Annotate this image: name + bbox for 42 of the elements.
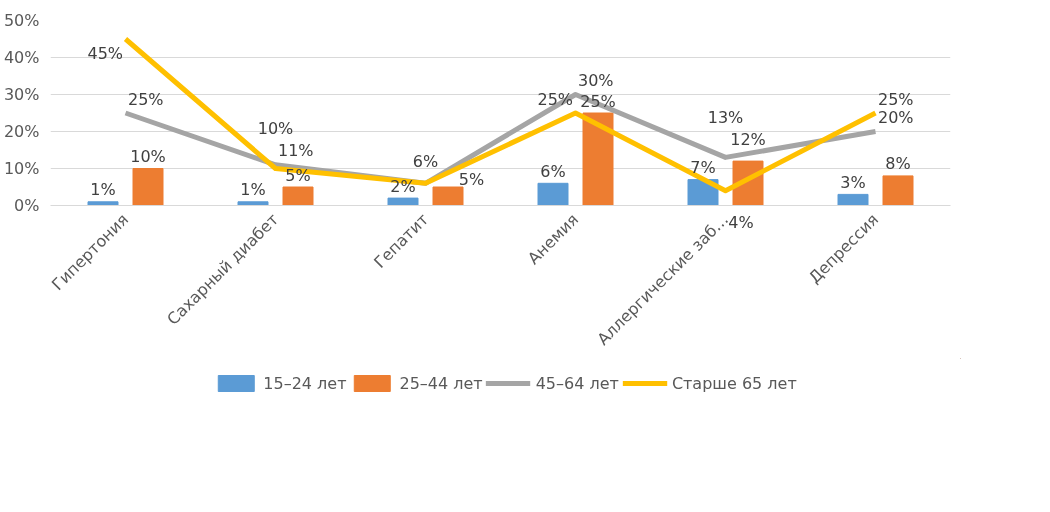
data-label: 13%: [707, 107, 744, 127]
data-label: 20%: [877, 108, 914, 127]
bar: [132, 168, 164, 206]
data-label: 6%: [412, 151, 439, 171]
data-label: 6%: [540, 161, 566, 181]
data-label: 7%: [690, 158, 716, 178]
data-label: 12%: [730, 129, 766, 149]
bar: [432, 186, 464, 206]
legend-label: Старше 65 лет: [671, 373, 797, 393]
data-label: 25%: [537, 89, 574, 109]
bar: [387, 197, 419, 206]
data-label: 25%: [877, 89, 914, 109]
bar: [87, 201, 119, 206]
data-label: 25%: [127, 89, 164, 109]
bar: [282, 186, 314, 206]
y-tick-label: 20%: [3, 122, 40, 141]
legend-label: 45–64 лет: [535, 373, 619, 393]
data-label: 10%: [130, 147, 166, 166]
bar: [537, 182, 569, 206]
y-tick-label: 30%: [3, 85, 40, 104]
data-label: 5%: [458, 169, 485, 189]
bar: [582, 112, 614, 206]
bar: [687, 179, 719, 206]
data-label: 45%: [87, 43, 124, 63]
y-tick-label: 40%: [3, 48, 40, 67]
bar: [837, 193, 869, 206]
legend-label: 15–24 лет: [263, 373, 347, 393]
data-label: 25%: [580, 91, 616, 111]
bar: [882, 175, 914, 206]
data-label: 3%: [840, 172, 866, 192]
data-label: 1%: [240, 180, 266, 200]
data-label: 11%: [277, 141, 314, 161]
y-tick-label: 0%: [14, 196, 40, 215]
data-label: 10%: [257, 119, 294, 138]
legend-label: 25–44 лет: [399, 373, 483, 393]
data-label: 4%: [728, 213, 754, 233]
y-tick-label: 10%: [3, 159, 40, 178]
y-tick-label: 50%: [3, 11, 40, 30]
data-label: 30%: [577, 71, 614, 90]
data-label: 8%: [885, 154, 911, 174]
bar: [237, 201, 269, 206]
data-label: 1%: [90, 180, 116, 200]
